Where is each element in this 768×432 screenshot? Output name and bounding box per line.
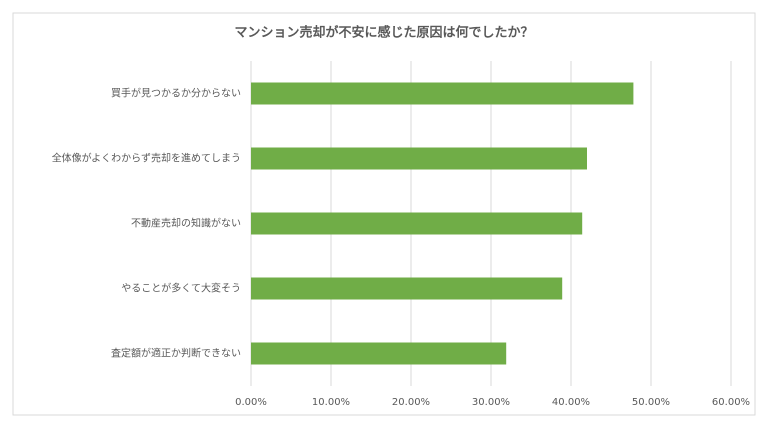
y-tick-label: 全体像がよくわからず売却を進めてしまう (52, 152, 241, 165)
y-tick-label: やることが多くて大変そう (121, 282, 241, 295)
x-tick-label: 0.00% (235, 397, 267, 408)
y-tick-label: 買手が見つかるか分からない (111, 87, 241, 100)
chart-title: マンション売却が不安に感じた原因は何でしたか？ (234, 25, 533, 41)
x-tick-label: 10.00% (312, 397, 350, 408)
bar (251, 342, 507, 365)
bar (251, 82, 634, 105)
y-tick-label: 不動産売却の知識がない (131, 217, 241, 230)
x-tick-label: 20.00% (392, 397, 430, 408)
bar (251, 277, 563, 300)
bar (251, 212, 583, 235)
bar (251, 147, 587, 170)
x-tick-label: 50.00% (632, 397, 670, 408)
y-tick-label: 査定額が適正か判断できない (111, 347, 241, 360)
x-tick-label: 40.00% (552, 397, 590, 408)
x-tick-label: 60.00% (712, 397, 750, 408)
x-tick-label: 30.00% (472, 397, 510, 408)
